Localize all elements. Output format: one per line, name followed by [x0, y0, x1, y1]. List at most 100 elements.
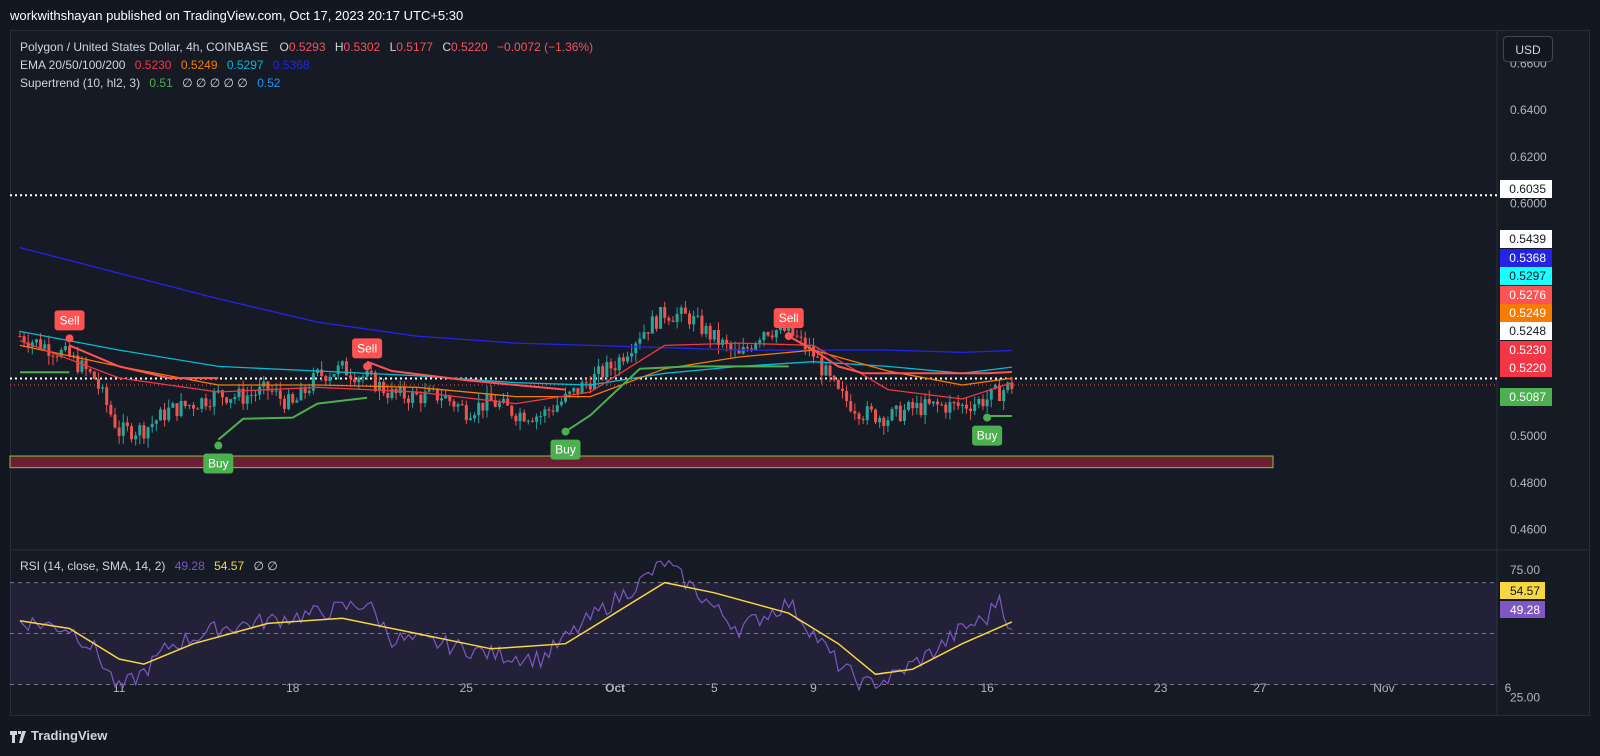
rsi-band — [10, 582, 1497, 685]
candle-body — [349, 375, 353, 379]
candle-body — [212, 391, 216, 407]
rsi-sma-value: 54.57 — [214, 559, 245, 573]
supertrend-label: Supertrend (10, hl2, 3) — [20, 76, 141, 90]
candle-body — [795, 335, 799, 337]
candle-body — [712, 330, 716, 340]
supertrend-value-1: 0.51 — [149, 76, 173, 90]
candle-body — [551, 410, 555, 412]
candle-body — [911, 401, 915, 409]
candle-body — [311, 373, 315, 391]
price-axis-tick: 0.4800 — [1510, 476, 1547, 490]
candle-body — [729, 343, 733, 350]
candle-body — [154, 420, 158, 424]
sell-signal-badge — [773, 308, 804, 329]
currency-button[interactable]: USD — [1503, 36, 1553, 62]
rsi-nulls: ∅ ∅ — [253, 559, 278, 573]
candle-body — [460, 404, 464, 406]
candle-body — [373, 372, 377, 392]
ema100-value: 0.5297 — [226, 58, 264, 72]
high-label: H — [334, 40, 344, 54]
candle-body — [270, 390, 274, 392]
tradingview-logo[interactable]: TradingView — [10, 728, 107, 743]
supertrend-down-segment — [69, 344, 219, 379]
buy-signal-dot — [983, 413, 992, 422]
candle-body — [158, 409, 162, 421]
candle-body — [353, 378, 357, 383]
candle-body — [985, 399, 989, 407]
candle-body — [700, 315, 704, 334]
time-axis-tick: 27 — [1253, 681, 1267, 695]
candle-body — [634, 343, 638, 354]
candle-body — [675, 313, 679, 322]
ema50-line — [19, 344, 1012, 398]
candle-body — [774, 330, 778, 338]
candle-body — [530, 420, 534, 422]
candle-body — [26, 342, 30, 348]
candle-body — [886, 420, 890, 427]
candle-body — [241, 388, 245, 404]
candle-body — [332, 374, 336, 377]
candle-body — [55, 356, 59, 358]
candle-body — [473, 415, 477, 419]
candle-body — [96, 378, 100, 389]
candle-body — [597, 366, 601, 374]
candle-body — [770, 335, 774, 338]
candle-body — [303, 387, 307, 393]
candle-body — [171, 403, 175, 408]
candle-body — [245, 395, 249, 404]
candles-group — [18, 300, 1014, 448]
candle-body — [456, 404, 460, 407]
candle-body — [654, 316, 658, 329]
candle-body — [68, 346, 72, 357]
chart-frame[interactable] — [10, 30, 1590, 716]
candle-body — [944, 404, 948, 413]
candle-body — [183, 400, 187, 407]
candle-body — [836, 379, 840, 389]
candle-body — [820, 357, 824, 376]
candle-body — [849, 401, 853, 412]
candle-body — [584, 382, 588, 384]
candle-body — [229, 399, 233, 403]
candle-body — [324, 376, 328, 382]
candle-body — [80, 360, 84, 372]
candle-body — [39, 339, 43, 349]
candle-body — [721, 339, 725, 345]
candle-body — [84, 360, 88, 370]
supertrend-up-segment — [564, 365, 789, 433]
candle-body — [762, 332, 766, 340]
candle-body — [237, 388, 241, 397]
candle-body — [514, 415, 518, 422]
supertrend-down-segment — [366, 360, 566, 391]
candle-body — [555, 405, 559, 412]
candle-body — [894, 405, 898, 410]
ema200-line — [19, 246, 1012, 354]
candle-body — [828, 365, 832, 376]
candle-body — [489, 393, 493, 400]
symbol-legend: Polygon / United States Dollar, 4h, COIN… — [20, 40, 593, 54]
candle-body — [249, 395, 253, 397]
candle-body — [320, 369, 324, 377]
candle-body — [989, 388, 993, 400]
candle-body — [998, 385, 1002, 402]
candle-body — [423, 391, 427, 404]
candle-body — [282, 398, 286, 409]
candle-body — [163, 409, 167, 421]
candle-body — [357, 377, 361, 383]
candle-body — [861, 419, 865, 421]
candle-body — [440, 398, 444, 401]
rsi-value-tag-label: 49.28 — [1510, 603, 1540, 617]
candle-body — [969, 408, 973, 412]
candle-body — [692, 316, 696, 325]
ema20-line — [19, 340, 1013, 405]
published-bar: workwithshayan published on TradingView.… — [0, 0, 1600, 30]
candle-body — [758, 339, 762, 344]
candle-body — [799, 336, 803, 338]
candle-body — [398, 386, 402, 394]
price-tag-supertrend-down — [1500, 286, 1552, 304]
brand-name: TradingView — [31, 728, 108, 743]
candle-body — [225, 397, 229, 403]
price-tag-label: 0.5087 — [1509, 390, 1546, 404]
candle-body — [642, 332, 646, 339]
candle-body — [134, 435, 138, 440]
